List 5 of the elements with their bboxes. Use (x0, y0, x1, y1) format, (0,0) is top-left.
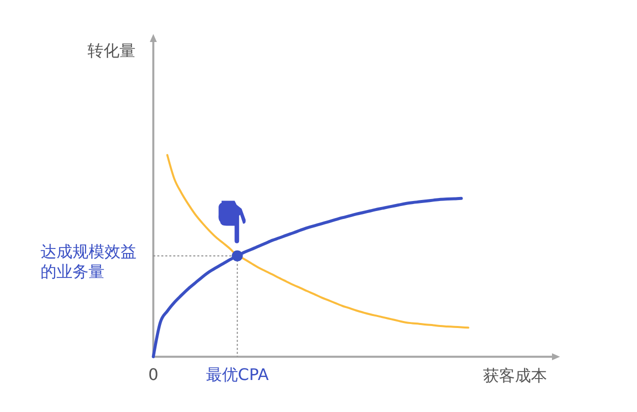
x-tick-label: 最优CPA (206, 365, 269, 384)
text: 转化量 (87, 41, 136, 60)
annotation: 达成规模效益的业务量 (40, 242, 136, 281)
x-tick-label: 0 (148, 365, 158, 384)
x-axis-title: 获客成本 (483, 366, 547, 385)
